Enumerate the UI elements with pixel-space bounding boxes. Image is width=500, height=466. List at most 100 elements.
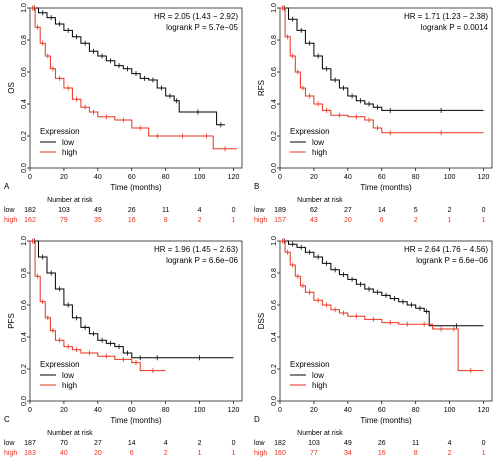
risk-value-high: 1 <box>232 217 236 224</box>
y-tick-label: 0.4 <box>271 332 278 342</box>
legend-title: Expression <box>290 127 330 136</box>
risk-value-low: 0 <box>232 207 236 214</box>
risk-row-label-high: high <box>254 450 267 457</box>
risk-row-label-high: high <box>4 450 17 457</box>
plot-frame <box>279 240 493 402</box>
x-tick-label: 20 <box>60 407 68 414</box>
risk-value-low: 182 <box>274 440 286 447</box>
y-axis-label: PFS <box>7 313 16 329</box>
risk-value-high: 8 <box>414 450 418 457</box>
legend-title: Expression <box>290 360 330 369</box>
x-tick-label: 100 <box>444 174 456 181</box>
x-axis-label: Time (months) <box>110 416 162 425</box>
x-tick-label: 20 <box>310 407 318 414</box>
legend-label-high: high <box>312 381 327 390</box>
x-tick-label: 80 <box>412 174 420 181</box>
risk-value-low: 70 <box>60 440 68 447</box>
risk-value-low: 0 <box>482 207 486 214</box>
risk-value-high: 20 <box>94 450 102 457</box>
risk-value-high: 1 <box>232 450 236 457</box>
risk-row-label-high: high <box>4 217 17 224</box>
risk-value-low: 27 <box>344 207 352 214</box>
risk-value-high: 183 <box>24 450 36 457</box>
survival-curve-high <box>280 7 484 134</box>
risk-row-label-low: low <box>254 440 265 447</box>
risk-value-low: 0 <box>482 440 486 447</box>
legend-title: Expression <box>40 127 80 136</box>
x-tick-label: 60 <box>378 407 386 414</box>
risk-value-low: 49 <box>344 440 352 447</box>
risk-value-high: 162 <box>24 217 36 224</box>
legend-label-high: high <box>312 148 327 157</box>
y-tick-label: 0.6 <box>21 67 28 77</box>
plot-frame <box>29 7 243 169</box>
risk-value-high: 6 <box>380 217 384 224</box>
y-tick-label: 1.0 <box>271 236 278 246</box>
legend-label-low: low <box>312 138 324 147</box>
y-tick-label: 1.0 <box>271 3 278 13</box>
hr-annotation: HR = 1.96 (1.45 − 2.63) <box>154 245 238 254</box>
risk-value-high: 1 <box>482 450 486 457</box>
legend-label-low: low <box>62 371 74 380</box>
x-tick-label: 80 <box>162 174 170 181</box>
x-tick-label: 120 <box>228 174 240 181</box>
risk-value-low: 4 <box>198 207 202 214</box>
x-tick-label: 120 <box>478 407 490 414</box>
risk-value-low: 103 <box>308 440 320 447</box>
panel-label: B <box>254 182 259 191</box>
legend-label-low: low <box>312 371 324 380</box>
risk-value-low: 11 <box>162 207 169 214</box>
x-tick-label: 40 <box>344 174 352 181</box>
y-tick-label: 0.8 <box>271 35 278 45</box>
risk-value-high: 16 <box>128 217 136 224</box>
legend-label-high: high <box>62 381 77 390</box>
y-tick-label: 0.0 <box>271 163 278 173</box>
x-tick-label: 20 <box>310 174 318 181</box>
y-tick-label: 0.4 <box>21 99 28 109</box>
plot-frame <box>279 7 493 169</box>
risk-value-low: 0 <box>232 440 236 447</box>
x-tick-label: 40 <box>344 407 352 414</box>
hr-annotation: HR = 1.71 (1.23 − 2.38) <box>404 12 488 21</box>
risk-table-title: Number at risk <box>297 430 343 437</box>
risk-value-low: 62 <box>310 207 318 214</box>
logrank-annotation: logrank P = 6.6e−06 <box>166 256 238 265</box>
y-tick-label: 0.0 <box>271 396 278 406</box>
x-tick-label: 20 <box>60 174 68 181</box>
x-tick-label: 120 <box>228 407 240 414</box>
x-tick-label: 0 <box>278 174 282 181</box>
x-tick-label: 80 <box>162 407 170 414</box>
x-tick-label: 100 <box>194 407 206 414</box>
risk-value-high: 6 <box>130 450 134 457</box>
risk-row-label-low: low <box>4 440 15 447</box>
panel-label: A <box>4 182 10 191</box>
survival-curve-high <box>30 240 166 372</box>
risk-value-high: 79 <box>60 217 68 224</box>
x-tick-label: 120 <box>478 174 490 181</box>
logrank-annotation: logrank P = 5.7e−05 <box>166 23 238 32</box>
y-tick-label: 0.4 <box>21 332 28 342</box>
risk-value-low: 187 <box>24 440 36 447</box>
risk-table-title: Number at risk <box>297 197 343 204</box>
risk-value-high: 157 <box>274 217 286 224</box>
y-tick-label: 0.8 <box>21 268 28 278</box>
x-axis-label: Time (months) <box>360 183 412 192</box>
x-tick-label: 0 <box>28 174 32 181</box>
risk-value-high: 1 <box>198 450 202 457</box>
plot-frame <box>29 240 243 402</box>
y-tick-label: 1.0 <box>21 3 28 13</box>
x-axis-label: Time (months) <box>110 183 162 192</box>
risk-value-low: 2 <box>448 207 452 214</box>
legend-title: Expression <box>40 360 80 369</box>
logrank-annotation: logrank P = 0.0014 <box>421 23 489 32</box>
y-tick-label: 0.8 <box>271 268 278 278</box>
y-tick-label: 0.0 <box>21 163 28 173</box>
panel-label: D <box>254 415 260 424</box>
y-tick-label: 0.2 <box>271 364 278 374</box>
survival-curve-high <box>30 7 237 150</box>
x-tick-label: 100 <box>444 407 456 414</box>
y-tick-label: 1.0 <box>21 236 28 246</box>
risk-value-low: 2 <box>198 440 202 447</box>
